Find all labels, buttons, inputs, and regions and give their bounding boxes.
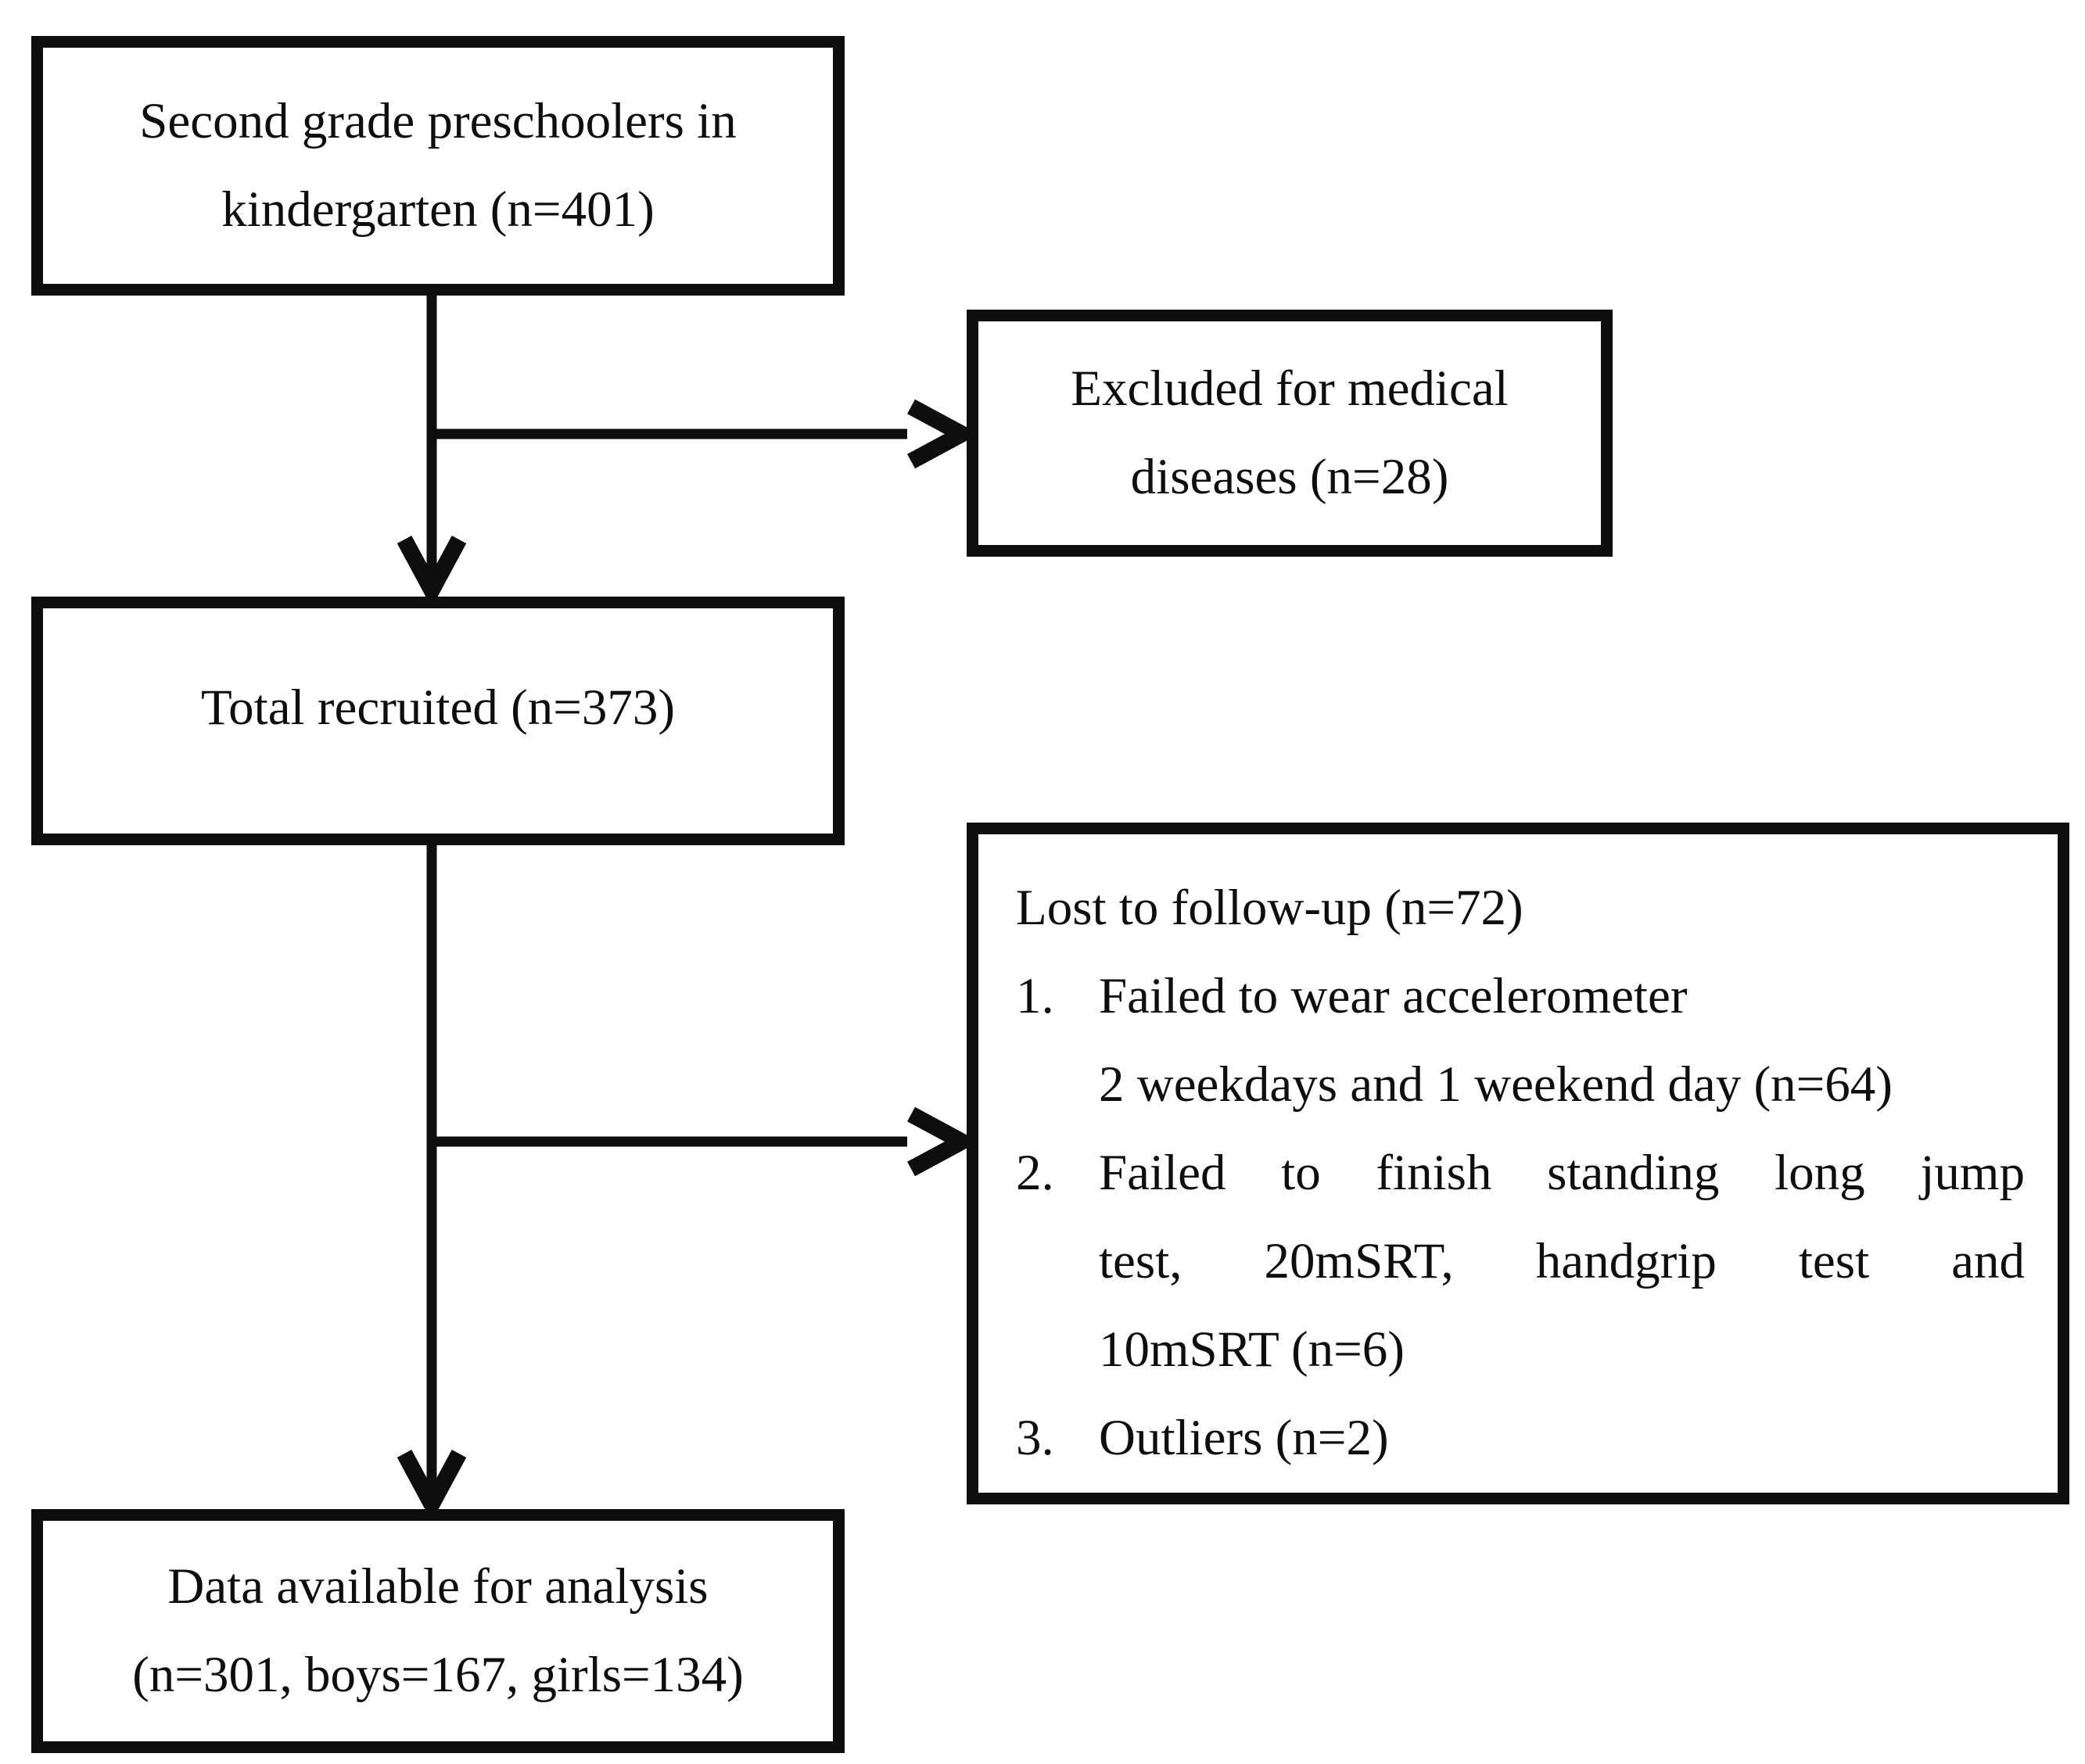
box-data-available: Data available for analysis (n=301, boys…	[31, 1509, 845, 1753]
lost-item-2-line-1: Failed to finish standing long jump	[1099, 1145, 2025, 1201]
lost-item-1-line-2: 2 weekdays and 1 weekend day (n=64)	[1099, 1056, 1893, 1113]
lost-item-1: 1. Failed to wear accelerometer 2 weekda…	[1016, 952, 2025, 1129]
arrowhead-down-icon	[397, 536, 467, 608]
lost-item-2-line-2: test, 20mSRT, handgrip test and	[1099, 1233, 2025, 1289]
lost-item-3: 3. Outliers (n=2)	[1016, 1394, 2025, 1483]
box-enrolled-preschoolers: Second grade preschoolers in kindergarte…	[31, 36, 845, 296]
lost-title: Lost to follow-up (n=72)	[1016, 880, 1523, 936]
arrow-branch-to-lost	[427, 1106, 980, 1177]
arrowhead-right-icon	[907, 399, 980, 469]
arrow-enrolled-to-recruited	[397, 296, 467, 608]
box-excluded-medical: Excluded for medical diseases (n=28)	[967, 310, 1613, 557]
recruited-line: Total recruited (n=373)	[200, 679, 676, 736]
lost-item-2-line-3: 10mSRT (n=6)	[1099, 1321, 1405, 1378]
lost-item-3-number: 3.	[1016, 1410, 1054, 1466]
enrolled-line-1: Second grade preschoolers in	[139, 93, 737, 149]
arrow-recruited-to-analysis	[397, 845, 467, 1522]
excluded-line-2: diseases (n=28)	[1130, 449, 1449, 505]
box-lost-to-follow-up: Lost to follow-up (n=72) 1. Failed to we…	[967, 823, 2069, 1504]
enrolled-line-2: kindergarten (n=401)	[221, 181, 655, 238]
excluded-line-1: Excluded for medical	[1071, 360, 1509, 417]
lost-item-3-line-1: Outliers (n=2)	[1099, 1410, 1389, 1466]
lost-item-1-number: 1.	[1016, 968, 1054, 1024]
analysis-line-1: Data available for analysis	[167, 1558, 709, 1615]
lost-item-2-number: 2.	[1016, 1145, 1054, 1201]
arrowhead-down-icon	[397, 1450, 467, 1522]
lost-item-1-line-1: Failed to wear accelerometer	[1099, 968, 1688, 1024]
box-total-recruited: Total recruited (n=373)	[31, 597, 845, 845]
arrow-branch-to-excluded	[427, 399, 980, 469]
analysis-line-2: (n=301, boys=167, girls=134)	[132, 1647, 744, 1703]
arrowhead-right-icon	[907, 1106, 980, 1177]
lost-item-2: 2. Failed to finish standing long jump t…	[1016, 1129, 2025, 1394]
